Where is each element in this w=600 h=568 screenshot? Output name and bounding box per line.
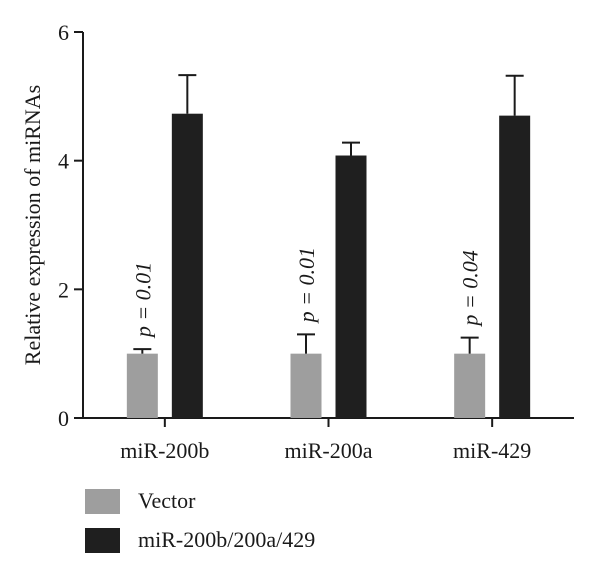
y-tick-label: 0 <box>58 406 69 431</box>
legend-item-vector: Vector <box>85 486 315 516</box>
p-value-annotation: p = 0.01 <box>294 247 319 324</box>
bar <box>335 155 367 418</box>
bar <box>454 353 486 418</box>
y-axis-label: Relative expression of miRNAs <box>20 85 45 365</box>
bar <box>126 353 158 418</box>
bar <box>171 113 203 418</box>
legend-label-mir: miR-200b/200a/429 <box>138 527 316 552</box>
y-tick-label: 2 <box>58 277 69 302</box>
p-value-annotation: p = 0.01 <box>130 262 155 339</box>
legend: Vector miR-200b/200a/429 <box>85 486 315 564</box>
bar <box>499 115 531 418</box>
legend-item-mir: miR-200b/200a/429 <box>85 525 315 555</box>
y-tick-label: 4 <box>58 149 69 174</box>
legend-swatch-vector <box>85 488 120 514</box>
bar <box>290 353 322 418</box>
legend-swatch-mir <box>85 527 120 553</box>
y-tick-label: 6 <box>58 20 69 45</box>
x-tick-label: miR-200b <box>120 438 209 463</box>
p-value-annotation: p = 0.04 <box>458 250 483 327</box>
x-tick-label: miR-200a <box>285 438 373 463</box>
x-tick-label: miR-429 <box>453 438 531 463</box>
legend-label-vector: Vector <box>138 488 196 513</box>
bar-chart: 0 2 4 6 miR-200b p = 0.01 miR-200a p = 0.01 miR-… <box>20 20 574 463</box>
